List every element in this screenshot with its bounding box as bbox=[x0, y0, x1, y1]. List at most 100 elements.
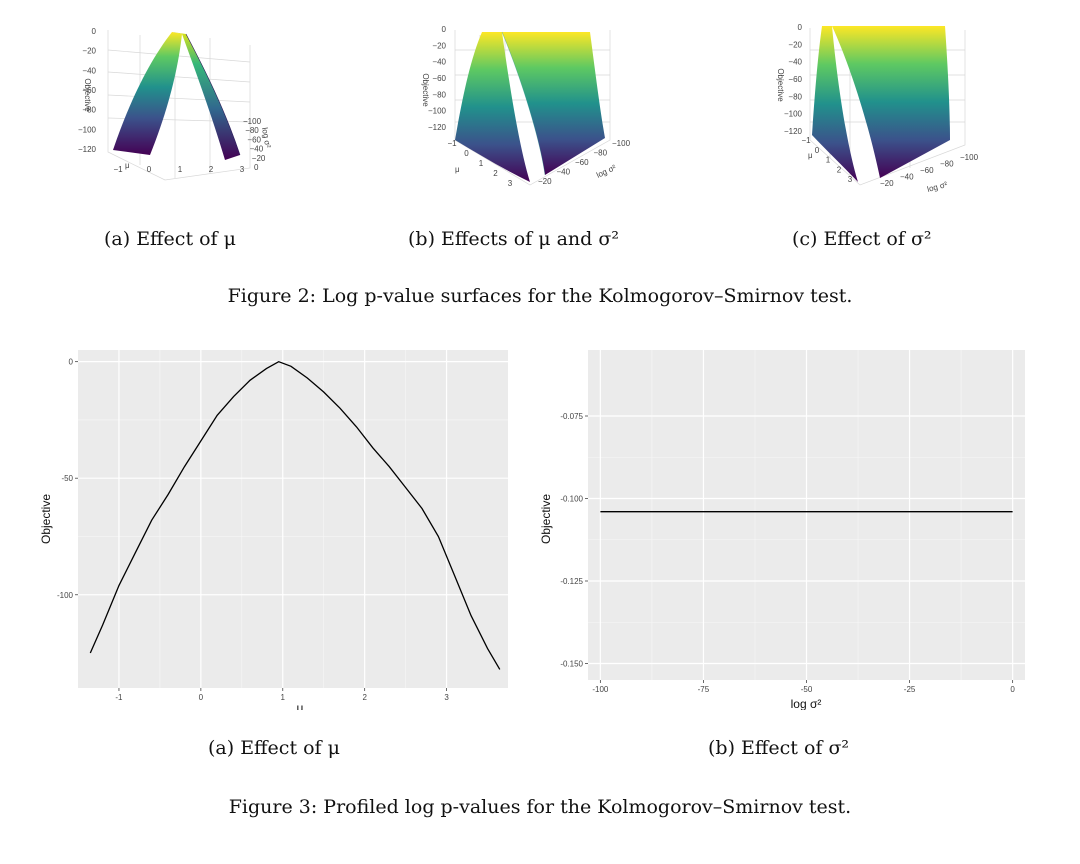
surface-mu-tick-label: 2 bbox=[837, 165, 842, 174]
surface-logsigma-tick-label: −100 bbox=[960, 153, 979, 162]
surface-z-tick-label: −40 bbox=[788, 58, 802, 67]
surface-logsigma-tick-label: −80 bbox=[594, 149, 608, 158]
surface-z-tick-label: −20 bbox=[82, 47, 96, 56]
chart-a: -1 0 1 2 3 0 -50 -100 μ Objective bbox=[39, 350, 508, 710]
figure2-surfaces: 0−20−40−60−80−100−120 −1 0 1 2 3 −100−80−60−… bbox=[78, 23, 979, 194]
y-tick-label: -0.100 bbox=[560, 495, 583, 504]
surface-b-logsigma-label: log σ² bbox=[595, 163, 618, 180]
surface-a-mu-label: μ bbox=[125, 161, 130, 170]
x-tick-label: 0 bbox=[199, 693, 204, 702]
surface-logsigma-tick-label: −20 bbox=[538, 177, 552, 186]
y-tick-label: -50 bbox=[61, 474, 73, 483]
surface-logsigma-tick-label: −60 bbox=[920, 166, 934, 175]
surface-z-tick-label: −40 bbox=[432, 58, 446, 67]
surface-z-tick-label: −80 bbox=[82, 106, 96, 115]
surface-z-tick-label: −100 bbox=[78, 125, 97, 134]
surface-z-tick-label: −80 bbox=[432, 90, 446, 99]
surface-mu-tick-label: 0 bbox=[815, 146, 820, 155]
surface-c-zlabel: Objective bbox=[776, 68, 785, 102]
surface-mu-tick-label: 3 bbox=[508, 179, 513, 188]
chart-b-xlabel: log σ² bbox=[791, 697, 822, 710]
surface-a-zlabel: Objective bbox=[83, 78, 92, 112]
figure3-sublabel-a: (a) Effect of μ bbox=[208, 737, 340, 759]
surface-b-mu-label: μ bbox=[455, 165, 460, 174]
surface-logsigma-tick-label: −80 bbox=[940, 160, 954, 169]
figure2-sublabel-c: (c) Effect of σ² bbox=[792, 228, 932, 250]
x-tick-label: -100 bbox=[592, 685, 609, 694]
surface-logsigma-tick-label: −40 bbox=[900, 173, 914, 182]
figure3-sublabel-b: (b) Effect of σ² bbox=[708, 737, 850, 759]
surface-mu-tick-label: 1 bbox=[479, 159, 484, 168]
surface-logsigma-tick-label: −100 bbox=[243, 117, 262, 126]
y-tick-label: -0.150 bbox=[560, 660, 583, 669]
surface-b-top bbox=[482, 32, 605, 175]
chart-a-xlabel: μ bbox=[297, 701, 304, 710]
surface-z-tick-label: −120 bbox=[78, 145, 97, 154]
surface-logsigma-tick-label: −40 bbox=[250, 145, 264, 154]
surface-a-left bbox=[113, 32, 182, 155]
surface-z-tick-label: −60 bbox=[432, 74, 446, 83]
surface-z-tick-label: −60 bbox=[82, 86, 96, 95]
surface-logsigma-tick-label: −20 bbox=[252, 154, 266, 163]
surface-mu-tick-label: 3 bbox=[240, 165, 245, 174]
chart-a-ylabel: Objective bbox=[39, 494, 53, 544]
x-tick-label: 3 bbox=[444, 693, 449, 702]
surface-mu-tick-label: 0 bbox=[464, 149, 469, 158]
surface-z-tick-label: 0 bbox=[442, 25, 447, 34]
surface-z-tick-label: −20 bbox=[432, 41, 446, 50]
surface-z-tick-label: −120 bbox=[428, 123, 447, 132]
surface-z-tick-label: −40 bbox=[82, 66, 96, 75]
x-tick-label: -1 bbox=[115, 693, 123, 702]
surface-mu-tick-label: −1 bbox=[447, 139, 457, 148]
surface-z-tick-label: −120 bbox=[784, 127, 803, 136]
surface-z-tick-label: −100 bbox=[428, 107, 447, 116]
x-tick-label: -50 bbox=[801, 685, 813, 694]
surface-c-top bbox=[822, 26, 950, 178]
surface-z-tick-label: 0 bbox=[92, 27, 97, 36]
surface-mu-tick-label: −1 bbox=[801, 136, 811, 145]
chart-a-series-line bbox=[89, 360, 501, 670]
chart-b-ylabel: Objective bbox=[539, 494, 553, 544]
surface-z-tick-label: −60 bbox=[788, 75, 802, 84]
y-tick-label: -0.125 bbox=[560, 577, 583, 586]
surface-z-tick-label: −100 bbox=[784, 110, 803, 119]
surface-mu-tick-label: −1 bbox=[113, 165, 123, 174]
y-tick-label: -100 bbox=[57, 591, 74, 600]
surface-z-tick-label: −20 bbox=[788, 40, 802, 49]
x-tick-label: -25 bbox=[904, 685, 916, 694]
surface-b-front bbox=[455, 32, 530, 182]
surface-mu-tick-label: 2 bbox=[493, 169, 498, 178]
surface-mu-tick-label: 0 bbox=[147, 165, 152, 174]
surface-logsigma-tick-label: −60 bbox=[247, 135, 261, 144]
surface-panel-b: 0 −20 −40 −60 −80 −100 −120 −1 0 12 3 −100 −80 −60 −… bbox=[421, 25, 631, 188]
figure2-sublabel-a: (a) Effect of μ bbox=[104, 228, 236, 250]
x-tick-label: 1 bbox=[281, 693, 286, 702]
surface-b-zlabel: Objective bbox=[421, 73, 430, 107]
surface-panel-a: 0−20−40−60−80−100−120 −1 0 1 2 3 −100−80−60−… bbox=[78, 27, 273, 181]
surface-logsigma-tick-label: 0 bbox=[254, 163, 259, 172]
surface-c-logsigma-label: log σ² bbox=[926, 180, 948, 194]
figure2-sublabel-b: (b) Effects of μ and σ² bbox=[408, 228, 619, 250]
surface-c-mu-label: μ bbox=[808, 151, 813, 160]
surface-z-tick-label: 0 bbox=[798, 23, 803, 32]
surface-a-right bbox=[172, 32, 240, 160]
surface-logsigma-tick-label: −80 bbox=[245, 126, 259, 135]
figure2-caption: Figure 2: Log p-value surfaces for the K… bbox=[227, 285, 853, 307]
surface-mu-tick-label: 1 bbox=[826, 156, 831, 165]
surface-logsigma-tick-label: −20 bbox=[880, 179, 894, 188]
chart-a-panel bbox=[78, 350, 508, 688]
surface-logsigma-tick-label: −100 bbox=[612, 139, 631, 148]
y-tick-label: 0 bbox=[69, 358, 74, 367]
surface-mu-tick-label: 1 bbox=[178, 165, 183, 174]
surface-c-front bbox=[812, 26, 858, 182]
surface-z-tick-label: −80 bbox=[788, 92, 802, 101]
surface-a-logsigma-label: log σ² bbox=[260, 127, 272, 149]
surface-mu-tick-label: 2 bbox=[209, 165, 214, 174]
figure3-charts: -1 0 1 2 3 0 -50 -100 μ Objective -100 -75 -50 -2… bbox=[39, 350, 1025, 710]
figure3-caption: Figure 3: Profiled log p-values for the … bbox=[228, 796, 852, 818]
surface-mu-tick-label: 3 bbox=[848, 175, 853, 184]
x-tick-label: -75 bbox=[698, 685, 710, 694]
surface-logsigma-tick-label: −60 bbox=[575, 158, 589, 167]
x-tick-label: 2 bbox=[362, 693, 367, 702]
